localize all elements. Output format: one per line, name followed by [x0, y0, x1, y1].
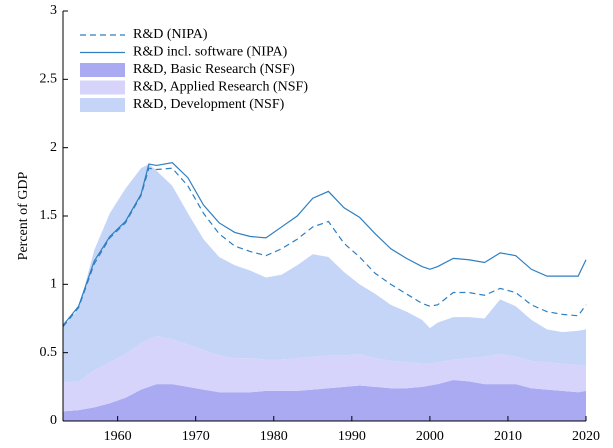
legend-label: R&D, Basic Research (NSF)	[133, 62, 295, 77]
y-tick-label: 2	[50, 140, 57, 155]
y-tick-label: 2.5	[40, 72, 58, 87]
legend-label: R&D, Development (NSF)	[133, 97, 285, 112]
y-tick-label: 0	[50, 413, 57, 428]
x-tick-label: 2010	[494, 429, 522, 444]
y-tick-label: 1.5	[40, 208, 58, 223]
x-tick-label: 1990	[338, 429, 366, 444]
line	[62, 162, 587, 326]
area	[63, 164, 586, 383]
x-tick-label: 1980	[260, 429, 288, 444]
x-tick-label: 1960	[104, 429, 132, 444]
y-axis-label: Percent of GDP	[16, 171, 31, 260]
area	[63, 380, 586, 421]
legend-label: R&D (NIPA)	[133, 27, 208, 42]
area	[63, 336, 586, 412]
y-tick-label: 1	[50, 277, 57, 292]
line	[62, 167, 587, 328]
legend-swatch	[80, 98, 125, 112]
x-tick-label: 2000	[416, 429, 444, 444]
y-tick-label: 3	[50, 3, 57, 18]
x-tick-label: 1970	[182, 429, 210, 444]
legend-label: R&D incl. software (NIPA)	[133, 45, 288, 60]
legend-swatch	[80, 63, 125, 77]
y-tick-label: 0.5	[40, 345, 58, 360]
x-tick-label: 2020	[572, 429, 600, 444]
legend-label: R&D, Applied Research (NSF)	[133, 80, 308, 95]
legend-swatch	[80, 80, 125, 95]
